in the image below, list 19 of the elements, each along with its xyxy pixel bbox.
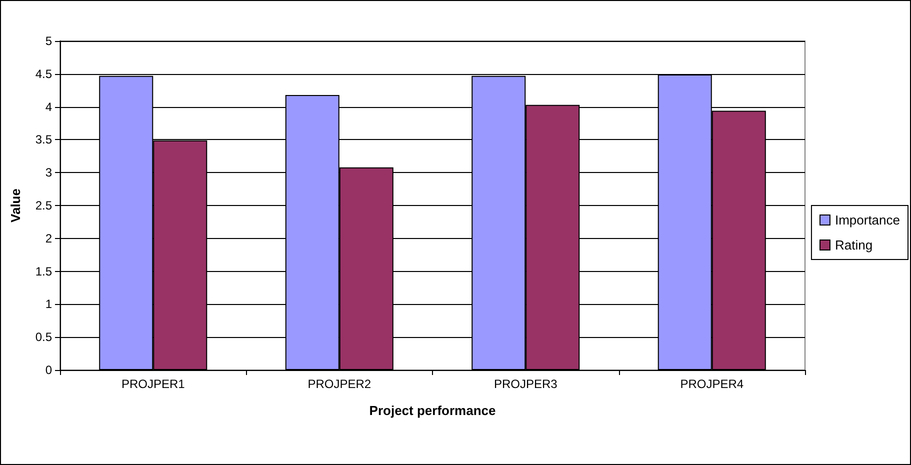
y-axis-title: Value bbox=[8, 188, 23, 222]
y-tick-label: 5 bbox=[45, 34, 52, 48]
x-tick-label: PROJPER2 bbox=[308, 377, 372, 391]
y-tick-label: 1.5 bbox=[35, 264, 52, 278]
y-tick-label: 3.5 bbox=[35, 132, 52, 147]
legend-label: Rating bbox=[834, 238, 873, 252]
y-tick-label: 0.5 bbox=[35, 330, 52, 344]
y-tick-label: 1 bbox=[45, 297, 52, 312]
y-tick-label: 4 bbox=[45, 100, 52, 114]
y-tick-label: 2.5 bbox=[35, 198, 52, 212]
y-tick-label: 4.5 bbox=[35, 66, 52, 81]
x-axis-title: Project performance bbox=[369, 403, 496, 418]
y-tick-label: 3 bbox=[45, 166, 52, 180]
legend-label: Importance bbox=[834, 212, 900, 228]
x-tick-label: PROJPER3 bbox=[494, 377, 558, 391]
x-tick-label: PROJPER1 bbox=[121, 377, 186, 391]
x-tick-label: PROJPER4 bbox=[680, 377, 744, 391]
y-tick-label: 0 bbox=[45, 363, 52, 377]
y-tick-label: 2 bbox=[45, 231, 52, 246]
